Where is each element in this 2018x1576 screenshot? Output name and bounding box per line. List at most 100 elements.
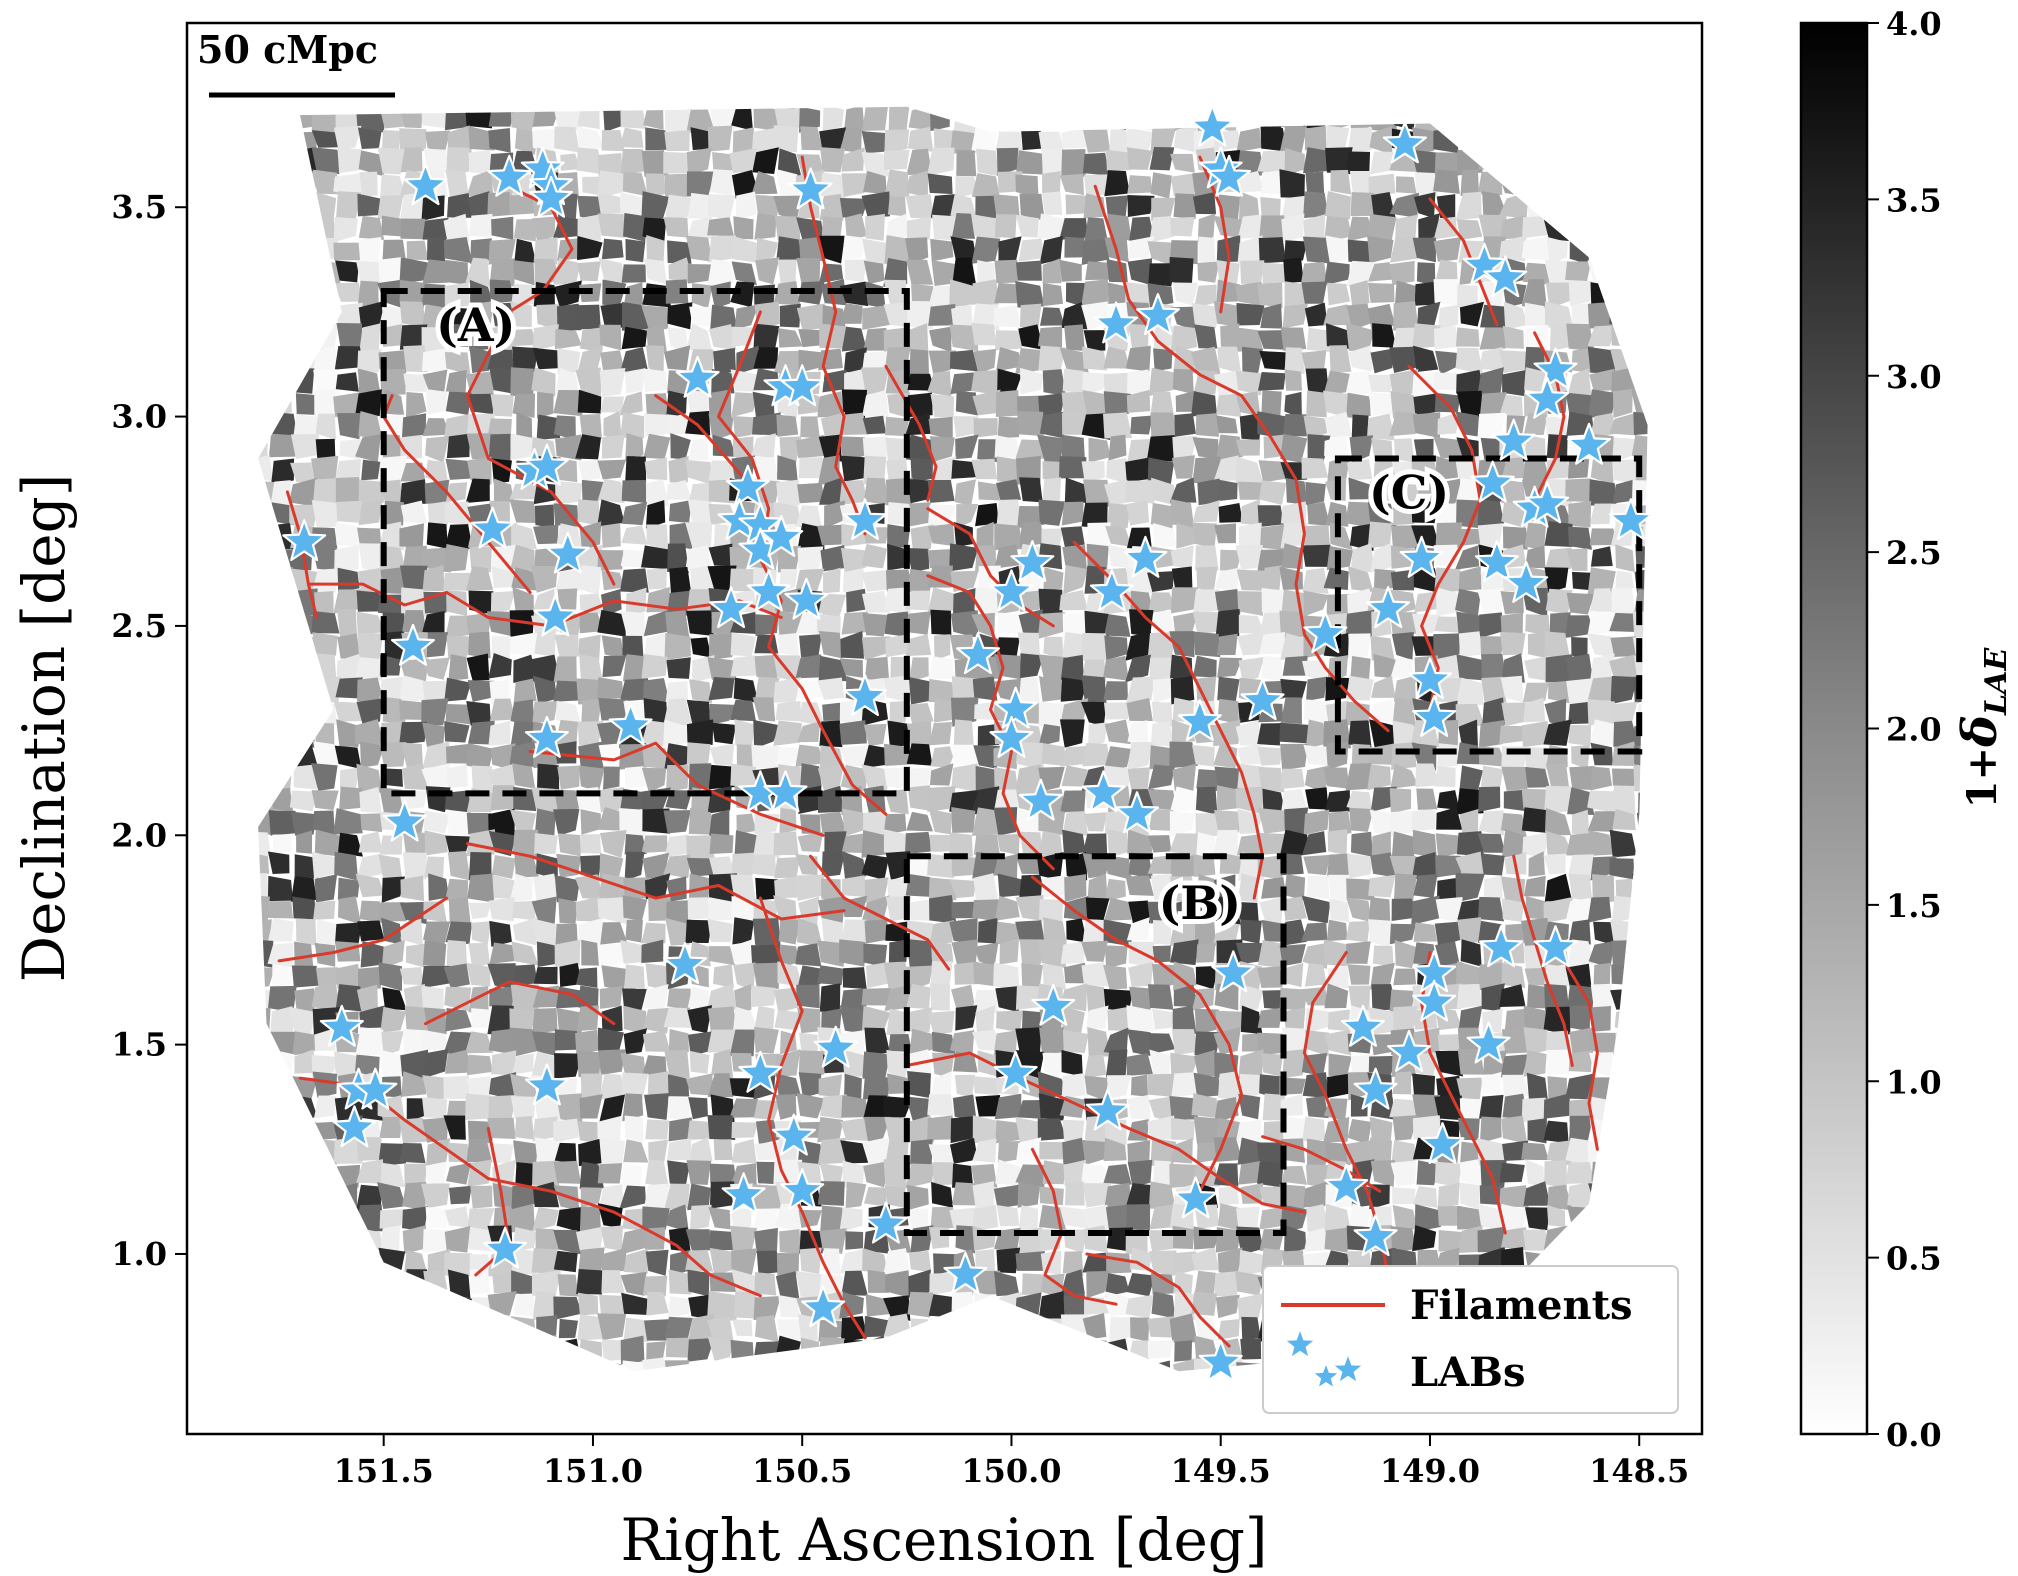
x-tick-label-6: 148.5 <box>1589 1452 1689 1490</box>
filament-23 <box>1072 540 1265 900</box>
lab-star-89 <box>1386 1029 1432 1072</box>
lab-star-88 <box>1353 1067 1398 1110</box>
filament-32 <box>1085 1252 1231 1348</box>
lab-star-73 <box>738 1050 783 1093</box>
y-tick-label-2: 2.0 <box>111 816 167 854</box>
filament-30 <box>1562 959 1599 1151</box>
lab-star-71 <box>524 1063 569 1106</box>
lab-star-35 <box>989 715 1034 758</box>
filament-15 <box>809 854 951 971</box>
lab-star-97 <box>1198 1339 1243 1382</box>
lab-star-5 <box>788 167 833 210</box>
colorbar-title-symbol: δ <box>1952 715 2008 748</box>
filament-3 <box>465 184 616 586</box>
colorbar: 0.0 0.5 1.0 1.5 2.0 2.5 3.0 3.5 4.0 1+δLAE <box>1799 5 2014 1454</box>
lab-star-8 <box>1207 154 1252 197</box>
lab-star-38 <box>1010 539 1055 583</box>
lab-star-72 <box>483 1226 528 1269</box>
x-tick-label-5: 149.0 <box>1380 1452 1480 1490</box>
lab-star-87 <box>1340 1004 1386 1047</box>
lab-star-16 <box>1566 422 1612 465</box>
filament-27 <box>1302 951 1411 1319</box>
lab-star-69 <box>353 1067 398 1110</box>
y-axis-title: Declination [deg] <box>10 474 78 983</box>
lab-star-76 <box>721 1172 766 1215</box>
x-tick-label-2: 150.5 <box>752 1452 852 1490</box>
lab-star-14 <box>1533 347 1578 390</box>
lab-star-31 <box>1114 791 1160 834</box>
lab-star-66 <box>662 941 708 985</box>
lab-star-25 <box>1366 586 1411 629</box>
y-tick-label-3: 2.5 <box>111 607 167 645</box>
filament-6 <box>654 394 754 490</box>
lab-star-15 <box>1525 376 1570 419</box>
lab-star-79 <box>801 1285 846 1328</box>
lab-star-21 <box>1608 498 1653 541</box>
plot-frame <box>185 21 1704 1436</box>
cbar-tick-label-2: 1.0 <box>1886 1063 1942 1101</box>
filament-29 <box>1512 854 1574 1067</box>
colorbar-title: 1+δLAE <box>1952 647 2014 809</box>
lab-star-23 <box>1504 560 1549 603</box>
filament-8 <box>528 741 825 837</box>
region-label-0: (A) <box>436 298 515 352</box>
lab-star-9 <box>1382 121 1427 164</box>
lab-star-34 <box>993 686 1038 729</box>
lab-star-47 <box>545 531 590 574</box>
filament-18 <box>1093 184 1390 733</box>
filament-21 <box>1533 331 1566 502</box>
cbar-tick-label-7: 3.5 <box>1886 181 1942 219</box>
lab-star-33 <box>1018 778 1063 821</box>
filament-7 <box>884 364 938 502</box>
colorbar-title-main: 1+ <box>1959 747 2006 808</box>
legend-filaments-label: Filaments <box>1410 1282 1633 1329</box>
y-axis-ticks: 1.0 1.5 2.0 2.5 3.0 3.5 <box>111 188 187 1273</box>
lab-star-37 <box>989 569 1034 612</box>
lab-star-82 <box>1031 983 1076 1026</box>
lab-star-46 <box>470 506 515 549</box>
lab-star-30 <box>1177 699 1222 742</box>
filament-5 <box>800 155 867 536</box>
lab-star-64 <box>382 799 427 842</box>
filament-24 <box>926 507 1055 628</box>
lab-star-20 <box>1525 481 1570 524</box>
lab-star-56 <box>708 586 754 629</box>
lab-star-41 <box>675 355 720 398</box>
lab-star-11 <box>1483 255 1528 298</box>
lab-star-18 <box>1470 460 1515 503</box>
lab-star-57 <box>533 594 578 637</box>
x-tick-label-0: 151.5 <box>334 1452 434 1490</box>
filament-13 <box>474 1126 511 1277</box>
lab-star-83 <box>1085 1088 1130 1131</box>
main-axes: (A) (B) (C) 151.5 151.0 150.5 150.0 149.5 149.0… <box>111 21 1704 1490</box>
filament-17 <box>926 574 1055 871</box>
lab-star-39 <box>1089 569 1134 612</box>
lab-star-58 <box>391 623 435 666</box>
lab-star-86 <box>1324 1163 1369 1206</box>
legend-labs-swatch <box>1282 1326 1366 1391</box>
lab-star-29 <box>1240 678 1285 721</box>
legend-star-1 <box>1310 1360 1342 1391</box>
lab-star-0 <box>403 163 448 206</box>
region-label-1: (B) <box>1159 876 1241 930</box>
lab-star-10 <box>1462 242 1507 285</box>
lab-star-26 <box>1303 611 1348 654</box>
lab-star-92 <box>1420 1121 1465 1165</box>
lab-star-48 <box>725 464 770 507</box>
lab-star-61 <box>842 673 888 717</box>
lab-star-70 <box>332 1105 377 1148</box>
lab-star-13 <box>1135 293 1181 335</box>
lab-star-36 <box>955 632 1001 675</box>
region-box-2 <box>1334 455 1643 755</box>
region-label-2: (C) <box>1369 466 1449 520</box>
lab-star-32 <box>1081 770 1126 813</box>
regions-layer: (A) (B) (C) <box>380 287 1643 1237</box>
x-axis-ticks: 151.5 151.0 150.5 150.0 149.5 149.0 148.5 <box>334 1434 1689 1490</box>
y-tick-label-4: 3.0 <box>111 398 167 436</box>
lab-star-60 <box>608 703 653 746</box>
y-tick-label-5: 3.5 <box>111 188 167 226</box>
lab-star-4 <box>529 175 574 218</box>
cbar-tick-label-4: 2.0 <box>1886 711 1942 749</box>
lab-star-67 <box>319 1004 364 1047</box>
